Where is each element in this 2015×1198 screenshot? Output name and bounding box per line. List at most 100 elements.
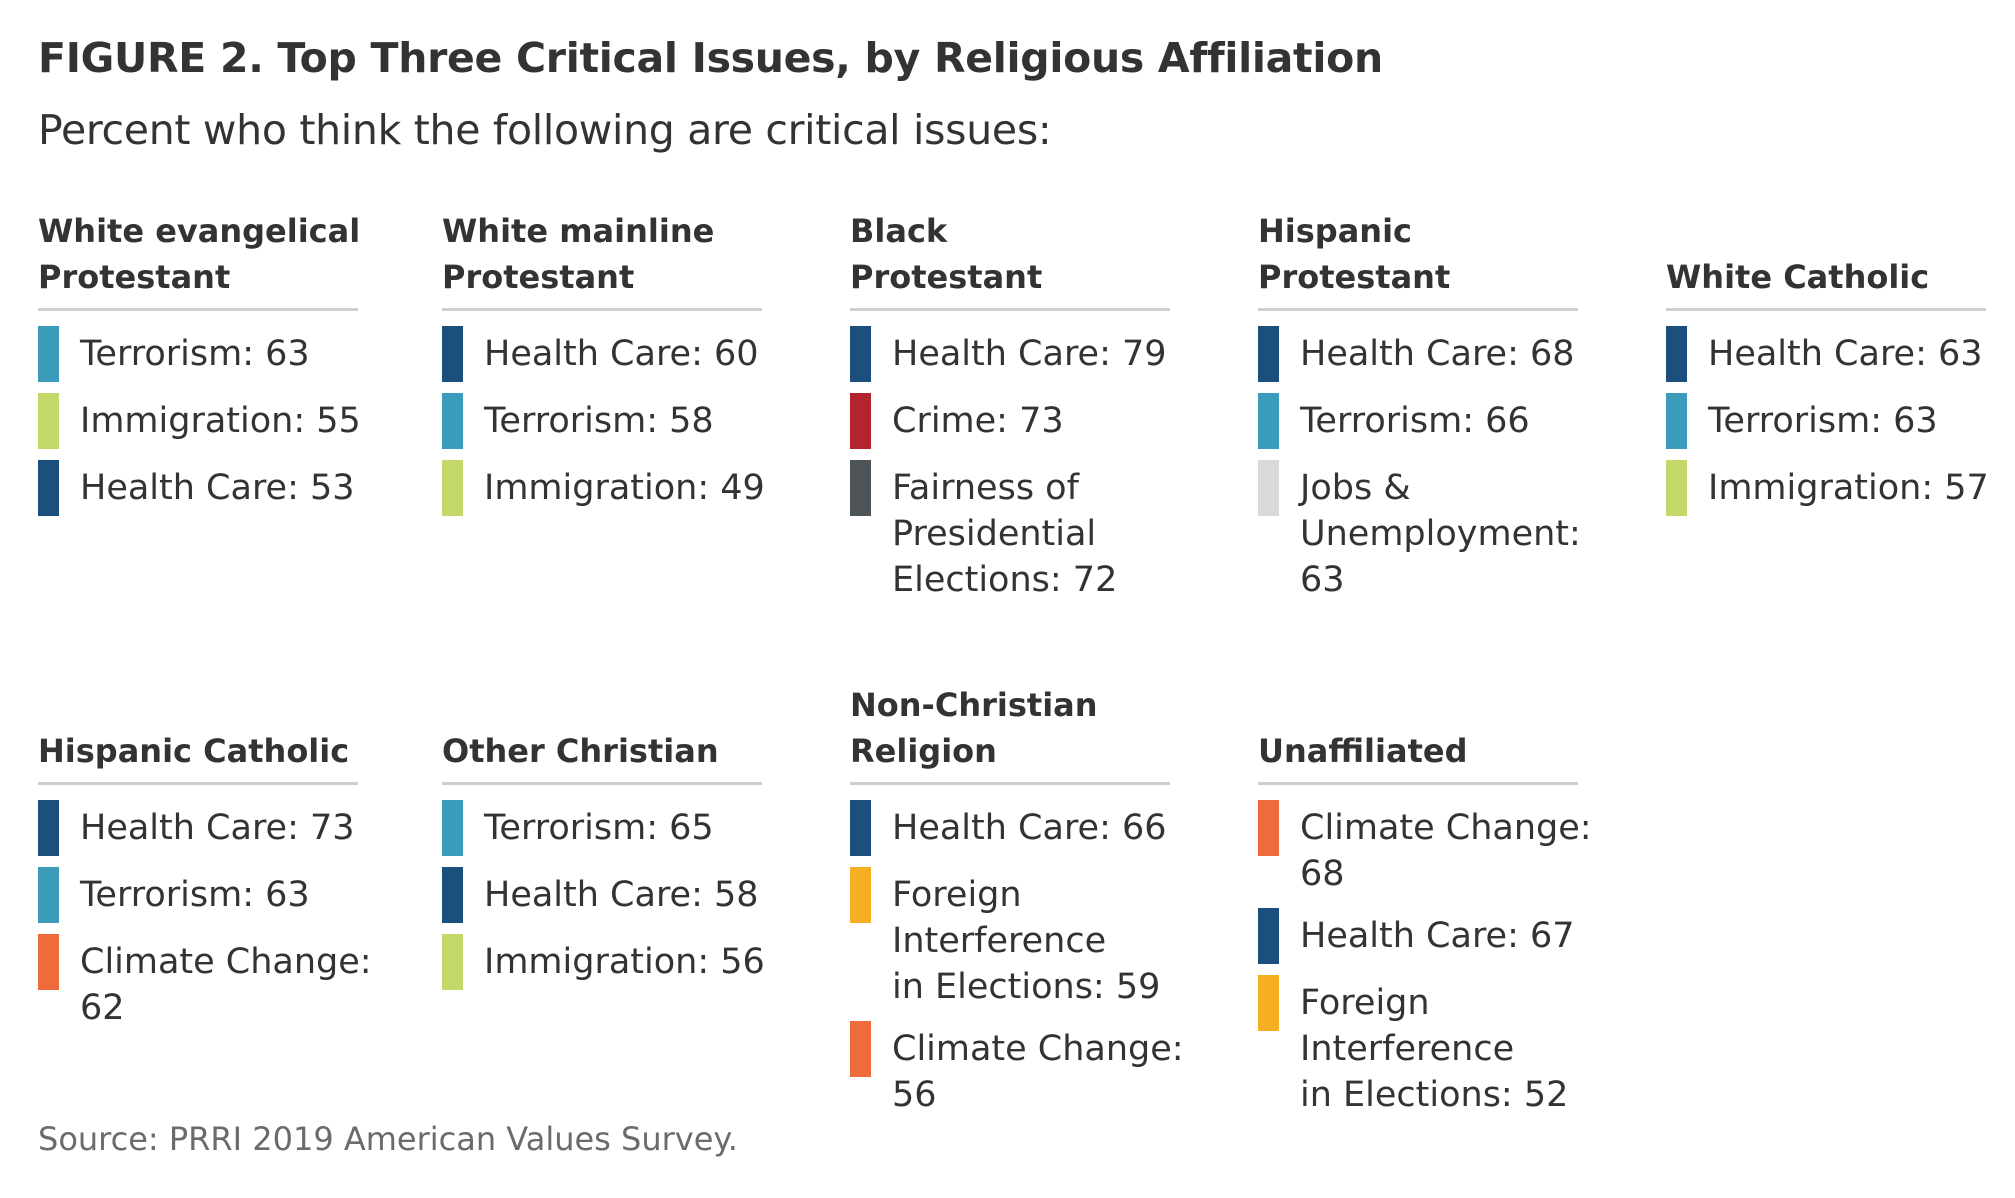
group-title: White mainline Protestant	[442, 212, 715, 296]
group-title: Unaffiliated	[1258, 732, 1468, 770]
issue-label: Health Care: 53	[80, 468, 355, 508]
affiliation-group: Non-Christian Religion Health Care: 66 For…	[850, 680, 1210, 1134]
issue-color-swatch	[442, 867, 463, 923]
group-underline	[38, 782, 358, 785]
issue-item: Terrorism: 63	[38, 326, 398, 382]
issue-item: Health Care: 68	[1258, 326, 1618, 382]
issue-item: Health Care: 53	[38, 460, 398, 516]
issue-color-swatch	[442, 393, 463, 449]
issue-item: Immigration: 49	[442, 460, 802, 516]
issue-color-swatch	[1258, 460, 1279, 516]
issue-label: Climate Change: 56	[892, 1029, 1184, 1115]
issue-color-swatch	[1666, 393, 1687, 449]
group-title: Other Christian	[442, 732, 719, 770]
affiliation-group: Hispanic Catholic Health Care: 73 Terroris…	[38, 680, 398, 1047]
issue-label: Terrorism: 63	[80, 334, 310, 374]
issue-label: Terrorism: 63	[80, 875, 310, 915]
issue-color-swatch	[38, 460, 59, 516]
issue-color-swatch	[442, 326, 463, 382]
issue-item: Immigration: 55	[38, 393, 398, 449]
issue-label: Fairness of Presidential Elections: 72	[892, 468, 1118, 600]
issue-color-swatch	[38, 934, 59, 990]
affiliation-group: Other Christian Terrorism: 65 Health Care:…	[442, 680, 802, 1006]
affiliation-group: White Catholic Health Care: 63 Terrorism: …	[1666, 206, 2015, 532]
issue-label: Health Care: 68	[1300, 334, 1575, 374]
issue-item: Health Care: 58	[442, 867, 802, 923]
issue-label: Crime: 73	[892, 401, 1064, 441]
affiliation-group: Hispanic Protestant Health Care: 68 Terror…	[1258, 206, 1618, 619]
issue-item: Health Care: 67	[1258, 908, 1618, 964]
figure-title: FIGURE 2. Top Three Critical Issues, by …	[38, 34, 1383, 82]
issue-color-swatch	[1666, 326, 1687, 382]
issue-color-swatch	[38, 393, 59, 449]
issue-item: Climate Change: 62	[38, 934, 398, 1031]
issue-color-swatch	[850, 326, 871, 382]
issue-item: Climate Change: 56	[850, 1021, 1210, 1118]
issue-item: Fairness of Presidential Elections: 72	[850, 460, 1210, 603]
group-title: Hispanic Catholic	[38, 732, 350, 770]
issue-item: Terrorism: 58	[442, 393, 802, 449]
issue-label: Health Care: 73	[80, 808, 355, 848]
issue-label: Jobs & Unemployment: 63	[1300, 468, 1581, 600]
issue-color-swatch	[850, 867, 871, 923]
issue-label: Health Care: 79	[892, 334, 1167, 374]
issue-color-swatch	[442, 800, 463, 856]
issue-item: Immigration: 57	[1666, 460, 2015, 516]
issue-color-swatch	[850, 393, 871, 449]
issue-color-swatch	[850, 460, 871, 516]
group-underline	[442, 782, 762, 785]
issue-color-swatch	[1258, 908, 1279, 964]
affiliation-group: White evangelical Protestant Terrorism: 6…	[38, 206, 398, 532]
issue-color-swatch	[1258, 393, 1279, 449]
issue-color-swatch	[1258, 975, 1279, 1031]
issue-color-swatch	[1258, 800, 1279, 856]
issue-color-swatch	[442, 934, 463, 990]
issue-label: Immigration: 56	[484, 942, 765, 982]
issue-item: Jobs & Unemployment: 63	[1258, 460, 1618, 603]
issue-color-swatch	[850, 800, 871, 856]
issue-label: Terrorism: 65	[484, 808, 714, 848]
issue-item: Health Care: 60	[442, 326, 802, 382]
issue-label: Immigration: 49	[484, 468, 765, 508]
group-underline	[1258, 782, 1578, 785]
issue-color-swatch	[38, 326, 59, 382]
issue-label: Terrorism: 63	[1708, 401, 1938, 441]
issue-label: Foreign Interference in Elections: 52	[1300, 983, 1569, 1115]
issue-label: Health Care: 58	[484, 875, 759, 915]
group-title: White Catholic	[1666, 258, 1930, 296]
issue-item: Foreign Interference in Elections: 52	[1258, 975, 1618, 1118]
group-underline	[850, 308, 1170, 311]
group-underline	[850, 782, 1170, 785]
issue-item: Immigration: 56	[442, 934, 802, 990]
group-title: White evangelical Protestant	[38, 212, 361, 296]
issue-label: Terrorism: 58	[484, 401, 714, 441]
issue-label: Health Care: 66	[892, 808, 1167, 848]
issue-item: Health Care: 79	[850, 326, 1210, 382]
group-underline	[1258, 308, 1578, 311]
issue-label: Climate Change: 68	[1300, 808, 1592, 894]
issue-label: Foreign Interference in Elections: 59	[892, 875, 1161, 1007]
issue-color-swatch	[442, 460, 463, 516]
issue-item: Foreign Interference in Elections: 59	[850, 867, 1210, 1010]
issue-color-swatch	[1258, 326, 1279, 382]
issue-color-swatch	[850, 1021, 871, 1077]
issue-label: Climate Change: 62	[80, 942, 372, 1028]
issue-item: Terrorism: 65	[442, 800, 802, 856]
group-underline	[38, 308, 358, 311]
issue-item: Terrorism: 63	[38, 867, 398, 923]
issue-item: Health Care: 63	[1666, 326, 2015, 382]
source-note: Source: PRRI 2019 American Values Survey…	[38, 1120, 738, 1158]
issue-color-swatch	[1666, 460, 1687, 516]
issue-label: Terrorism: 66	[1300, 401, 1530, 441]
issue-label: Immigration: 57	[1708, 468, 1989, 508]
issue-color-swatch	[38, 800, 59, 856]
group-underline	[442, 308, 762, 311]
affiliation-group: White mainline Protestant Health Care: 60…	[442, 206, 802, 532]
issue-label: Health Care: 67	[1300, 916, 1575, 956]
issue-item: Climate Change: 68	[1258, 800, 1618, 897]
issue-label: Health Care: 60	[484, 334, 759, 374]
issue-color-swatch	[38, 867, 59, 923]
issue-item: Health Care: 66	[850, 800, 1210, 856]
issue-item: Terrorism: 63	[1666, 393, 2015, 449]
affiliation-group: Unaffiliated Climate Change: 68 Health Car…	[1258, 680, 1618, 1134]
